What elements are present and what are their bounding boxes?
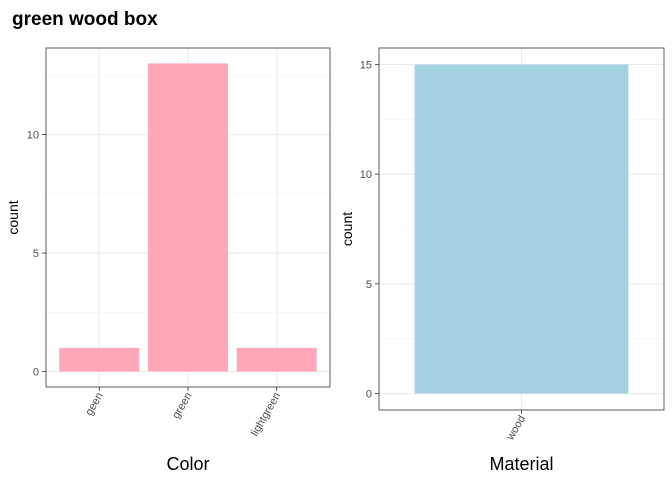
y-tick-label: 0	[33, 367, 39, 379]
page-title: green wood box	[12, 9, 158, 30]
material-count-chart: 0 5 10 15 wood Material count	[339, 47, 665, 474]
bar-green	[148, 63, 228, 372]
y-tick-label: 5	[33, 248, 39, 260]
color-count-chart: 0 5 10 geen green lightgreen Color count	[5, 47, 331, 474]
y-tick-label: 10	[360, 169, 372, 181]
bar-lightgreen	[236, 347, 317, 372]
bar-wood	[414, 64, 629, 394]
y-axis-title: count	[5, 200, 21, 234]
y-tick-label: 15	[360, 59, 372, 71]
y-tick-label: 5	[366, 279, 372, 291]
bar-geen	[59, 347, 140, 372]
y-tick-label: 0	[366, 389, 372, 401]
y-axis-title: count	[339, 212, 355, 246]
y-tick-label: 10	[27, 130, 39, 142]
x-tick-label: wood	[504, 414, 528, 444]
x-tick-label: lightgreen	[249, 391, 284, 439]
x-tick-label: geen	[83, 391, 106, 418]
x-axis-title: Material	[489, 454, 553, 474]
x-tick-label: green	[170, 391, 194, 421]
x-axis-title: Color	[166, 454, 209, 474]
